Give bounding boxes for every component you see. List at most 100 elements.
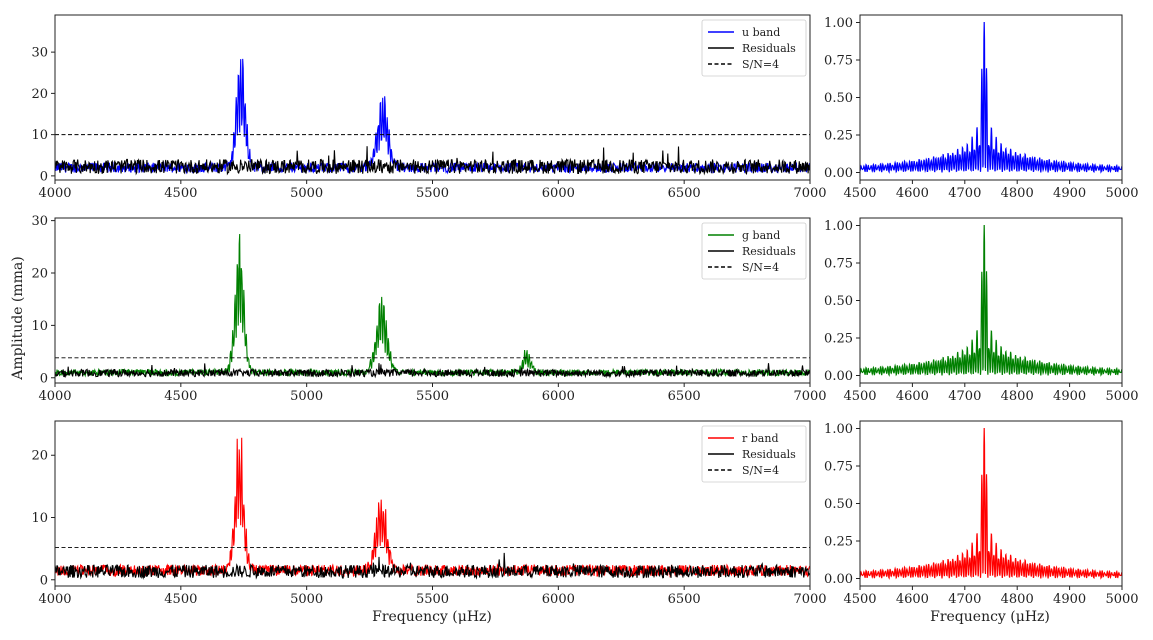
y-tick-label: 0 xyxy=(40,169,48,184)
x-tick-label: 6500 xyxy=(668,592,701,607)
x-tick-label: 4500 xyxy=(843,186,876,201)
x-tick-label: 5000 xyxy=(290,389,323,404)
y-tick-label: 0.00 xyxy=(824,572,853,587)
u-wide-residuals-series xyxy=(55,146,810,176)
x-axis-label-window: Frequency (μHz) xyxy=(930,609,1050,625)
x-tick-label: 4500 xyxy=(843,592,876,607)
legend-label: S/N=4 xyxy=(742,261,779,274)
y-tick-label: 0.00 xyxy=(824,369,853,384)
y-tick-label: 0.50 xyxy=(824,294,853,309)
x-tick-label: 5500 xyxy=(416,592,449,607)
y-tick-label: 0.25 xyxy=(824,332,853,347)
x-tick-label: 5000 xyxy=(1105,186,1138,201)
y-tick-label: 30 xyxy=(31,46,48,61)
legend-label: r band xyxy=(742,432,778,445)
r-window-axes: 4500 4600 4700 4800 4900 5000 0.00 0.25 0.50 0.75… xyxy=(824,422,1139,607)
x-tick-label: 4700 xyxy=(948,186,981,201)
y-tick-label: 1.00 xyxy=(824,422,853,437)
y-tick-label: 0.50 xyxy=(824,497,853,512)
y-tick-label: 10 xyxy=(31,128,48,143)
r-wide-plot xyxy=(55,437,810,580)
x-tick-label: 4900 xyxy=(1053,592,1086,607)
x-tick-label: 6500 xyxy=(668,186,701,201)
legend-label: S/N=4 xyxy=(742,58,779,71)
y-tick-label: 10 xyxy=(31,511,48,526)
x-tick-label: 7000 xyxy=(793,592,826,607)
r-wide-frame xyxy=(54,420,811,587)
legend-label: S/N=4 xyxy=(742,464,779,477)
legend-box xyxy=(701,425,807,483)
y-tick-label: 30 xyxy=(31,214,48,229)
x-tick-label: 4600 xyxy=(896,186,929,201)
r-wide-residuals-series xyxy=(55,552,810,580)
x-tick-label: 4800 xyxy=(1001,389,1034,404)
legend-label: Residuals xyxy=(742,42,796,55)
y-tick-label: 0.25 xyxy=(824,129,853,144)
x-tick-label: 5500 xyxy=(416,186,449,201)
u-wide-band-series xyxy=(55,58,810,175)
legend-label: u band xyxy=(742,26,780,39)
g-window-frame xyxy=(859,217,1123,384)
x-tick-label: 5000 xyxy=(1105,592,1138,607)
x-tick-label: 5000 xyxy=(290,186,323,201)
y-axis-label: Amplitude (mma) xyxy=(10,256,26,380)
y-tick-label: 0.50 xyxy=(824,91,853,106)
y-tick-label: 0 xyxy=(40,573,48,588)
y-tick-label: 0.75 xyxy=(824,257,853,272)
r-wide-axes: 4000 4500 5000 5500 6000 6500 7000 0 10 20 xyxy=(31,449,826,607)
y-tick-label: 0 xyxy=(40,371,48,386)
u-wide-plot xyxy=(55,58,810,176)
r-wide-band-series xyxy=(55,437,810,578)
legend-box xyxy=(701,222,807,280)
g-wide-frame xyxy=(54,217,811,384)
u-window-axes: 4500 4600 4700 4800 4900 5000 0.00 0.25 0.50 0.75… xyxy=(824,16,1139,201)
g-wide-axes: 4000 4500 5000 5500 6000 6500 7000 0 10 20 30 xyxy=(31,214,826,404)
x-tick-label: 4800 xyxy=(1001,186,1034,201)
x-tick-label: 4600 xyxy=(896,389,929,404)
x-tick-label: 4900 xyxy=(1053,389,1086,404)
u-window-series xyxy=(859,21,1123,174)
x-tick-label: 5000 xyxy=(1105,389,1138,404)
x-tick-label: 4500 xyxy=(164,592,197,607)
y-tick-label: 10 xyxy=(31,319,48,334)
u-wide-frame xyxy=(54,14,811,181)
x-tick-label: 6500 xyxy=(668,389,701,404)
u-wide-legend: u band Residuals S/N=4 xyxy=(701,19,807,77)
y-tick-label: 20 xyxy=(31,87,48,102)
y-tick-label: 1.00 xyxy=(824,16,853,31)
x-axis-label-wide: Frequency (μHz) xyxy=(372,609,492,625)
x-tick-label: 4500 xyxy=(843,389,876,404)
g-wide-band-series xyxy=(55,233,810,378)
legend-label: Residuals xyxy=(742,448,796,461)
y-tick-label: 0.75 xyxy=(824,54,853,69)
x-tick-label: 6000 xyxy=(542,389,575,404)
y-tick-label: 0.25 xyxy=(824,535,853,550)
x-tick-label: 4000 xyxy=(38,592,71,607)
x-tick-label: 6000 xyxy=(542,186,575,201)
x-tick-label: 4600 xyxy=(896,592,929,607)
r-window-series xyxy=(859,427,1123,580)
y-tick-label: 0.75 xyxy=(824,460,853,475)
g-wide-legend: g band Residuals S/N=4 xyxy=(701,222,807,280)
u-window-frame xyxy=(859,14,1123,181)
x-tick-label: 4900 xyxy=(1053,186,1086,201)
r-window-frame xyxy=(859,420,1123,587)
y-tick-label: 20 xyxy=(31,449,48,464)
r-wide-legend: r band Residuals S/N=4 xyxy=(701,425,807,483)
x-tick-label: 4700 xyxy=(948,389,981,404)
y-tick-label: 20 xyxy=(31,267,48,282)
g-window-axes: 4500 4600 4700 4800 4900 5000 0.00 0.25 0.50 0.75… xyxy=(824,219,1139,404)
u-wide-axes: 4000 4500 5000 5500 6000 6500 7000 0 10 20 30 xyxy=(31,46,826,201)
y-tick-label: 0.00 xyxy=(824,166,853,181)
x-tick-label: 4500 xyxy=(164,389,197,404)
g-wide-plot xyxy=(55,233,810,379)
x-tick-label: 7000 xyxy=(793,186,826,201)
x-tick-label: 4000 xyxy=(38,389,71,404)
x-tick-label: 4500 xyxy=(164,186,197,201)
x-tick-label: 6000 xyxy=(542,592,575,607)
x-tick-label: 5000 xyxy=(290,592,323,607)
g-wide-residuals-series xyxy=(55,363,810,379)
x-tick-label: 5500 xyxy=(416,389,449,404)
legend-box xyxy=(701,19,807,77)
